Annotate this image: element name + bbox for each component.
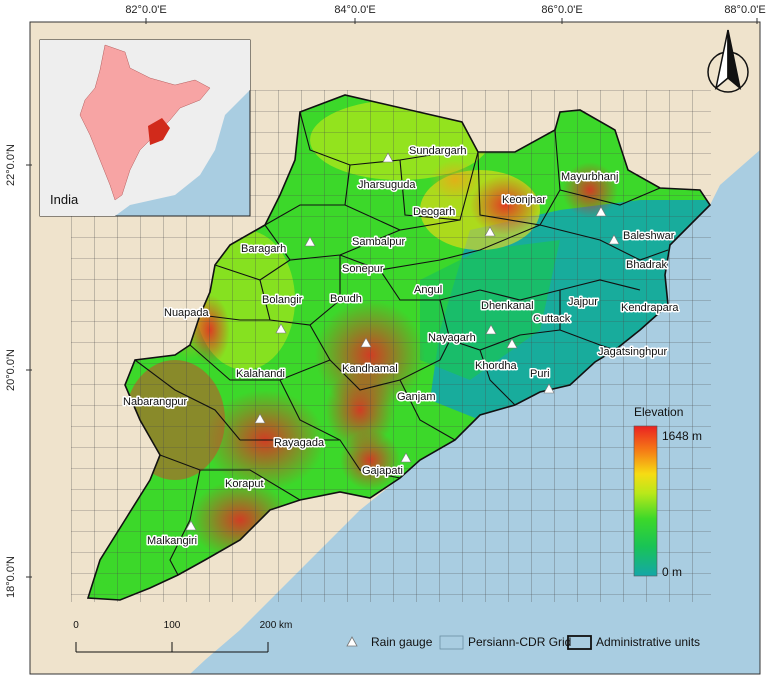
odisha-highlight — [148, 118, 170, 145]
district-label: Bhadrak — [626, 259, 667, 271]
rain-gauge-legend-icon — [346, 636, 358, 647]
admin-legend-swatch — [567, 635, 592, 650]
legend-admin: Administrative units — [596, 635, 700, 649]
coordinate-ticks — [26, 18, 758, 578]
lon-label-88: 88°0.0'E — [724, 4, 765, 16]
district-label: Sambalpur — [352, 236, 406, 248]
district-label: Keonjhar — [502, 194, 546, 206]
scale-tick-0: 0 — [73, 620, 79, 631]
india-shape — [79, 44, 211, 201]
rain-gauge-icon — [595, 206, 607, 217]
legend-rain-gauge: Rain gauge — [371, 635, 433, 649]
lon-label-82: 82°0.0'E — [125, 4, 166, 16]
lon-label-86: 86°0.0'E — [541, 4, 582, 16]
district-boundaries — [134, 111, 669, 576]
rain-gauges — [185, 152, 620, 531]
rain-gauge-icon — [400, 452, 412, 463]
elevation-legend-title: Elevation — [634, 405, 683, 419]
district-label: Jagatsinghpur — [598, 346, 667, 358]
district-label: Puri — [530, 368, 550, 380]
district-label: Deogarh — [413, 206, 455, 218]
rain-gauge-icon — [484, 226, 496, 237]
district-label: Koraput — [225, 478, 264, 490]
district-label: Bolangir — [262, 294, 303, 306]
district-label: Cuttack — [533, 313, 571, 325]
rain-gauge-icon — [485, 324, 497, 335]
inset-label: India — [50, 192, 79, 207]
district-label: Jajpur — [568, 296, 598, 308]
district-label: Boudh — [330, 293, 362, 305]
district-label: Nuapada — [164, 307, 210, 319]
rain-gauge-icon — [543, 383, 555, 394]
district-label: Kendrapara — [621, 302, 679, 314]
rain-gauge-icon — [382, 152, 394, 163]
rain-gauge-icon — [304, 236, 316, 247]
lat-label-20: 20°0.0'N — [5, 349, 17, 391]
district-label: Kalahandi — [236, 368, 285, 380]
rain-gauge-icon — [506, 338, 518, 349]
lat-label-22: 22°0.0'N — [5, 144, 17, 186]
district-label: Baleshwar — [623, 230, 675, 242]
district-label: Sundargarh — [409, 145, 467, 157]
inset-map: India — [39, 39, 251, 217]
elevation-legend: Elevation 1648 m 0 m — [633, 405, 702, 579]
rain-gauge-icon — [185, 520, 197, 531]
rain-gauge-icon — [608, 234, 620, 245]
elevation-min-label: 0 m — [662, 565, 682, 579]
map-frame — [29, 21, 761, 675]
elevation-max-label: 1648 m — [662, 429, 702, 443]
rain-gauge-icon — [275, 323, 287, 334]
district-label: Sonepur — [342, 263, 384, 275]
district-label: Ganjam — [397, 391, 436, 403]
district-label: Gajapati — [362, 465, 403, 477]
bottom-legend: Rain gauge Persiann-CDR Grid Administrat… — [346, 635, 700, 650]
rain-gauge-icon — [254, 413, 266, 424]
scale-bar: 0 100 200 km — [73, 620, 293, 653]
lon-label-84: 84°0.0'E — [334, 4, 375, 16]
lat-label-18: 18°0.0'N — [5, 556, 17, 598]
district-label: Nayagarh — [428, 332, 476, 344]
district-label: Dhenkanal — [481, 300, 534, 312]
scale-tick-200: 200 km — [260, 620, 293, 631]
district-label: Jharsuguda — [358, 179, 416, 191]
north-arrow-icon — [707, 29, 749, 93]
district-label: Khordha — [475, 360, 517, 372]
district-label: Malkangiri — [147, 535, 197, 547]
district-label: Angul — [414, 284, 442, 296]
scale-tick-100: 100 — [164, 620, 181, 631]
district-label: Rayagada — [274, 437, 325, 449]
district-labels: Sundargarh Jharsuguda Mayurbhanj Keonjha… — [122, 144, 681, 549]
district-label: Nabarangpur — [123, 396, 188, 408]
district-label: Mayurbhanj — [561, 171, 618, 183]
elevation-colorbar — [633, 425, 658, 577]
district-label: Kandhamal — [342, 363, 398, 375]
rain-gauge-icon — [360, 337, 372, 348]
grid-legend-swatch — [439, 635, 464, 650]
legend-grid: Persiann-CDR Grid — [468, 635, 571, 649]
district-label: Baragarh — [241, 243, 286, 255]
